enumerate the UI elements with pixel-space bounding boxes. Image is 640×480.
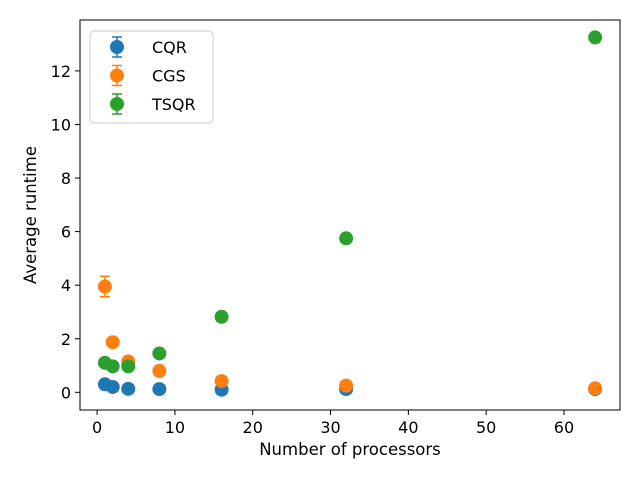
x-tick-label: 20 [243, 418, 263, 437]
data-point-cqr [121, 381, 136, 396]
x-tick-label: 10 [165, 418, 185, 437]
data-point-cgs [105, 335, 120, 350]
legend-label-cqr: CQR [152, 38, 187, 57]
data-point-cqr [152, 382, 167, 397]
data-point-tsqr [588, 30, 603, 45]
legend-marker-tsqr [110, 97, 124, 111]
data-point-cqr [105, 379, 120, 394]
legend-label-tsqr: TSQR [151, 95, 196, 114]
data-point-cgs [214, 374, 229, 389]
y-tick-label: 10 [51, 115, 71, 134]
y-tick-label: 8 [61, 169, 71, 188]
data-point-tsqr [152, 346, 167, 361]
plot-area-frame [79, 19, 621, 411]
series-tsqr [97, 30, 603, 374]
y-tick-label: 0 [61, 383, 71, 402]
x-tick-label: 0 [92, 418, 102, 437]
data-point-cgs [152, 363, 167, 378]
x-tick-label: 40 [398, 418, 418, 437]
y-axis-label: Average runtime [21, 146, 40, 284]
series-cgs [97, 275, 603, 396]
y-tick-label: 2 [61, 330, 71, 349]
x-axis-ticks: 0 10 20 30 40 50 60 [92, 410, 574, 437]
y-tick-label: 4 [61, 276, 71, 295]
legend-marker-cqr [110, 40, 124, 54]
data-point-tsqr [339, 231, 354, 246]
series-cqr [97, 377, 603, 397]
x-axis-label: Number of processors [259, 440, 441, 459]
data-point-cgs [339, 378, 354, 393]
data-point-cgs [97, 279, 112, 294]
data-point-tsqr [214, 309, 229, 324]
y-tick-label: 6 [61, 223, 71, 242]
data-point-tsqr [105, 359, 120, 374]
x-tick-label: 30 [320, 418, 340, 437]
y-tick-label: 12 [51, 62, 71, 81]
legend-marker-cgs [110, 68, 124, 83]
legend: CQR CGS TSQR [89, 30, 214, 124]
data-point-tsqr [121, 359, 136, 374]
x-tick-label: 60 [554, 418, 574, 437]
legend-label-cgs: CGS [152, 67, 186, 86]
x-tick-label: 50 [476, 418, 496, 437]
y-axis-ticks: 0 2 4 6 8 10 12 [51, 62, 80, 402]
plot-marks [97, 30, 603, 397]
data-point-cgs [588, 381, 603, 396]
